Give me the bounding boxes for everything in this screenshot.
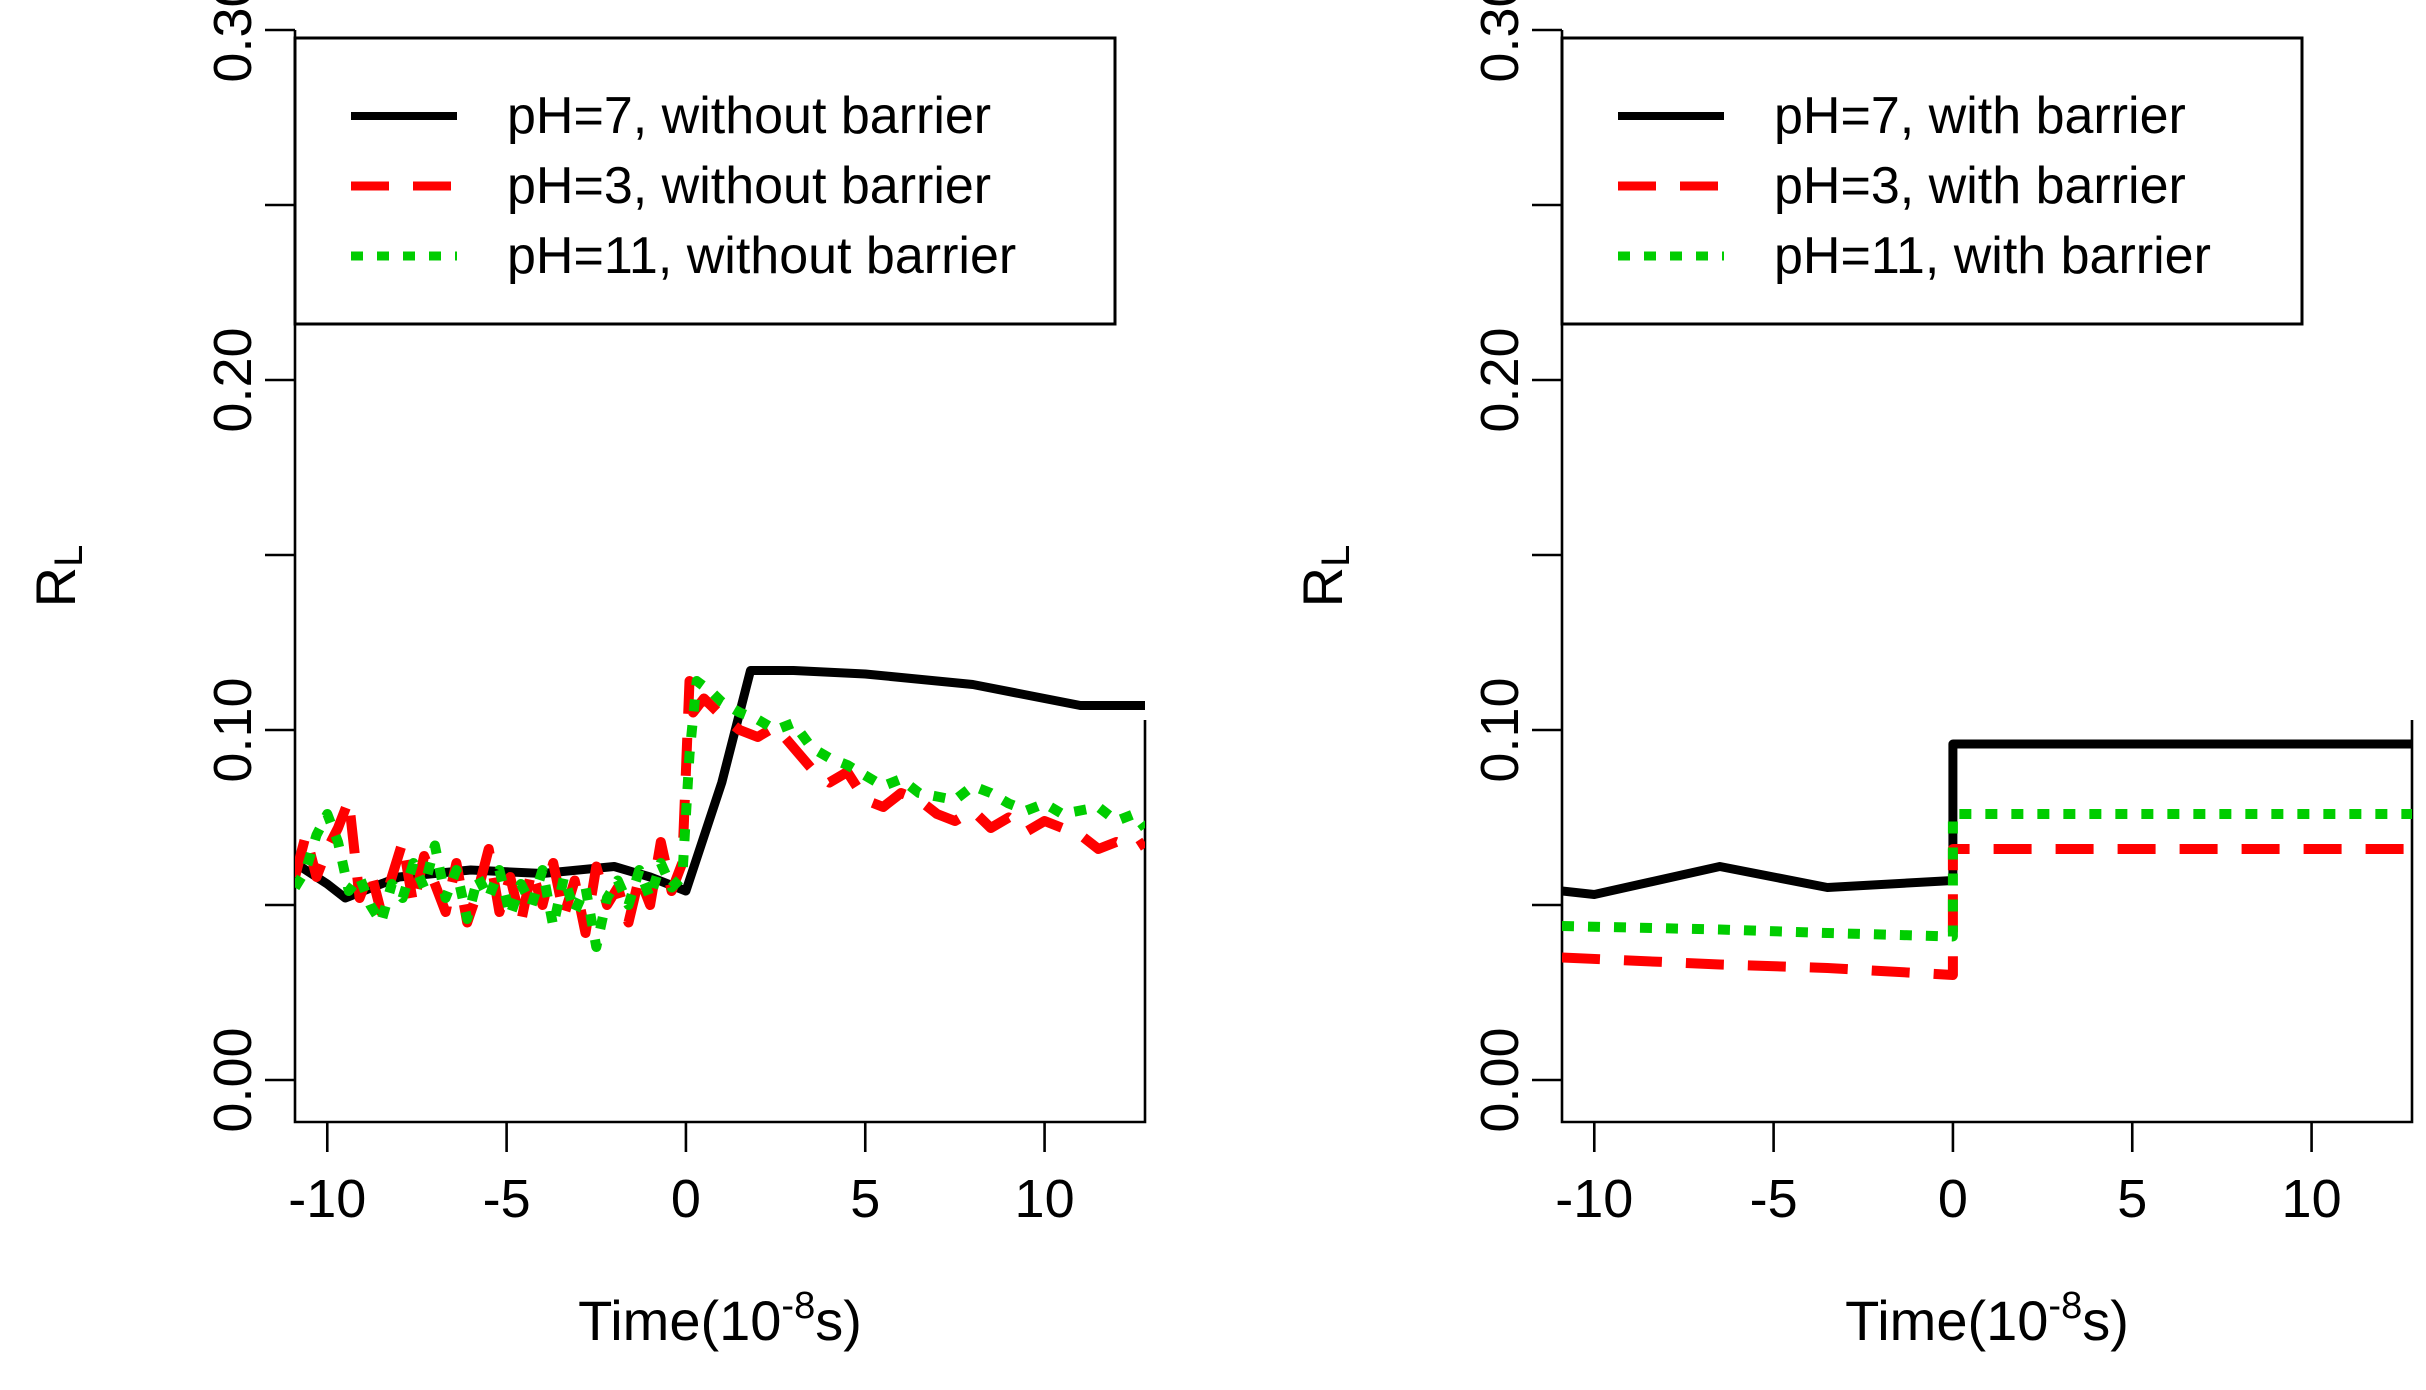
- chart-panel-1: 0.00 0.10 0.20 0.30 -10 -5 0 5 10 Time(10-8s) RL pH…: [24, 0, 1147, 1352]
- legend: pH=7, without barrier pH=3, without barri…: [293, 36, 1117, 326]
- legend-label: pH=11, with barrier: [1774, 227, 2211, 285]
- x-axis-title: Time(10-8s): [578, 1285, 862, 1352]
- x-tick-label: -10: [1555, 1169, 1633, 1229]
- y-tick-label: 0.00: [203, 1027, 263, 1132]
- x-tick-label: -5: [1750, 1169, 1798, 1229]
- y-tick-label: 0.20: [203, 327, 263, 432]
- y-tick-label: 0.30: [203, 0, 263, 83]
- legend-box: [1560, 36, 2304, 326]
- y-axis-title: RL: [24, 545, 92, 608]
- x-tick-label: 5: [2117, 1169, 2147, 1229]
- y-tick-label: 0.10: [203, 677, 263, 782]
- series-line-2: [295, 676, 1145, 938]
- series-line-2: [1562, 844, 2412, 980]
- plot-frame: [293, 30, 1147, 1124]
- y-tick-label: 0.00: [1470, 1027, 1530, 1132]
- y-tick-label: 0.30: [1470, 0, 1530, 83]
- legend-label: pH=7, without barrier: [507, 87, 991, 145]
- legend-label: pH=7, with barrier: [1774, 87, 2186, 145]
- x-tick-label: 0: [1938, 1169, 1968, 1229]
- legend-box: [293, 36, 1117, 326]
- x-axis-title: Time(10-8s): [1845, 1285, 2129, 1352]
- x-tick-label: 10: [2282, 1169, 2342, 1229]
- series-line-3: [295, 676, 1145, 952]
- x-tick-label: 0: [671, 1169, 701, 1229]
- legend-label: pH=3, with barrier: [1774, 157, 2186, 215]
- chart-panel-2: 0.00 0.10 0.20 0.30 -10 -5 0 5 10 Time(10-8s) RL pH…: [1291, 0, 2414, 1352]
- plot-frame: [1560, 30, 2414, 1124]
- legend: pH=7, with barrier pH=3, with barrier pH=1…: [1560, 36, 2304, 326]
- x-tick-label: -10: [288, 1169, 366, 1229]
- x-tick-label: -5: [483, 1169, 531, 1229]
- y-axis-title: RL: [1291, 545, 1359, 608]
- series-line-3: [1562, 809, 2412, 942]
- legend-label: pH=3, without barrier: [507, 157, 991, 215]
- y-tick-label: 0.10: [1470, 677, 1530, 782]
- legend-label: pH=11, without barrier: [507, 227, 1016, 285]
- x-tick-label: 5: [850, 1169, 880, 1229]
- y-tick-label: 0.20: [1470, 327, 1530, 432]
- series-line-1: [1562, 739, 2412, 899]
- x-tick-label: 10: [1015, 1169, 1075, 1229]
